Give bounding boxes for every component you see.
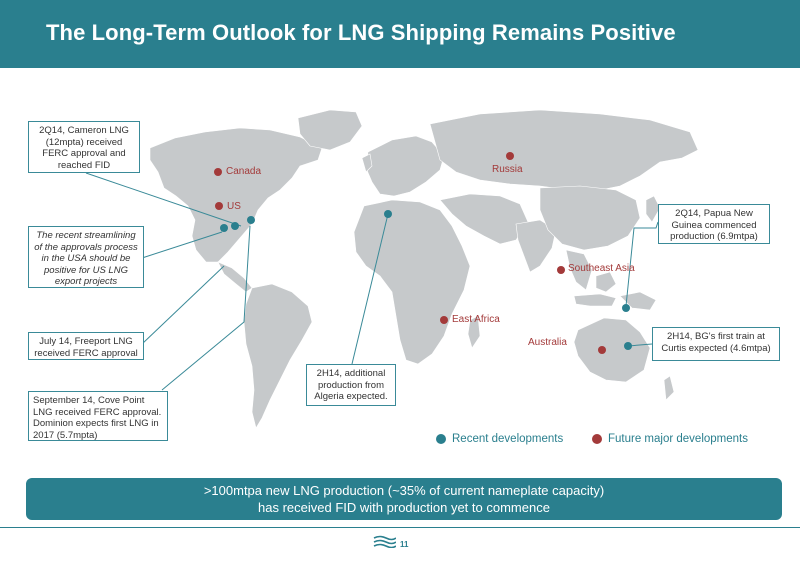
- callout-streamlining: The recent streamlining of the approvals…: [28, 226, 144, 288]
- greenland-landmass: [297, 109, 363, 151]
- legend-recent-swatch: [436, 434, 446, 444]
- legend-future-swatch: [592, 434, 602, 444]
- leader-curtis: [627, 343, 653, 347]
- label-australia: Australia: [528, 337, 567, 348]
- callout-cove-point: September 14, Cove Point LNG received FE…: [28, 391, 168, 441]
- callout-algeria: 2H14, additional production from Algeria…: [306, 364, 396, 406]
- label-southeast-asia: Southeast Asia: [568, 263, 635, 274]
- callout-curtis: 2H14, BG's first train at Curtis expecte…: [652, 327, 780, 361]
- marker-southeast-asia: [557, 266, 565, 274]
- uk-landmass: [361, 153, 373, 173]
- label-us: US: [227, 201, 241, 212]
- summary-banner: >100mtpa new LNG production (~35% of cur…: [26, 478, 782, 520]
- leader-streamlining: [141, 231, 223, 259]
- marker-russia: [506, 152, 514, 160]
- footer-divider: [0, 527, 800, 528]
- marker-east-africa: [440, 316, 448, 324]
- marker-australia: [598, 346, 606, 354]
- east-asia-landmass: [539, 185, 641, 251]
- leader-freeport: [141, 265, 225, 345]
- new-guinea-landmass: [619, 291, 657, 311]
- label-canada: Canada: [226, 166, 262, 177]
- africa-landmass: [353, 199, 471, 365]
- callout-freeport: July 14, Freeport LNG received FERC appr…: [28, 332, 144, 360]
- summary-line-2: has received FID with production yet to …: [258, 500, 550, 515]
- south-america-landmass: [243, 283, 313, 429]
- australia-landmass: [573, 317, 651, 383]
- leader-cameron: [85, 172, 242, 227]
- label-east-africa: East Africa: [452, 314, 500, 325]
- summary-line-1: >100mtpa new LNG production (~35% of cur…: [203, 483, 605, 498]
- marker-curtis: [624, 342, 632, 350]
- leader-algeria: [351, 213, 389, 365]
- japan-landmass: [645, 195, 661, 223]
- southeast-asia-landmass: [565, 249, 593, 291]
- central-america-landmass: [217, 261, 253, 293]
- russia-landmass: [429, 109, 699, 191]
- madagascar-landmass: [467, 315, 481, 349]
- wave-logo-icon: [373, 535, 396, 548]
- leader-png: [625, 221, 659, 307]
- page-title: The Long-Term Outlook for LNG Shipping R…: [46, 20, 676, 45]
- middle-east-landmass: [439, 193, 529, 245]
- legend-recent-label: Recent developments: [452, 433, 564, 445]
- title-bar: The Long-Term Outlook for LNG Shipping R…: [0, 0, 800, 68]
- marker-png: [622, 304, 630, 312]
- marker-freeport: [220, 224, 228, 232]
- marker-us: [215, 202, 223, 210]
- leader-cove-point: [161, 225, 251, 391]
- legend-recent: Recent developments: [436, 433, 563, 445]
- legend-future-label: Future major developments: [608, 433, 748, 445]
- north-america-landmass: [149, 127, 323, 263]
- marker-cameron: [231, 222, 239, 230]
- callout-png: 2Q14, Papua New Guinea commenced product…: [658, 204, 770, 244]
- label-russia: Russia: [492, 164, 523, 175]
- marker-canada: [214, 168, 222, 176]
- europe-landmass: [365, 135, 445, 197]
- new-zealand-landmass: [663, 375, 675, 401]
- indonesia-landmass: [573, 293, 617, 307]
- legend-future: Future major developments: [592, 433, 748, 445]
- marker-algeria: [384, 210, 392, 218]
- callout-cameron: 2Q14, Cameron LNG (12mpta) received FERC…: [28, 121, 140, 173]
- borneo-landmass: [595, 271, 617, 293]
- marker-cove-point: [247, 216, 255, 224]
- page-number: 11: [400, 540, 409, 549]
